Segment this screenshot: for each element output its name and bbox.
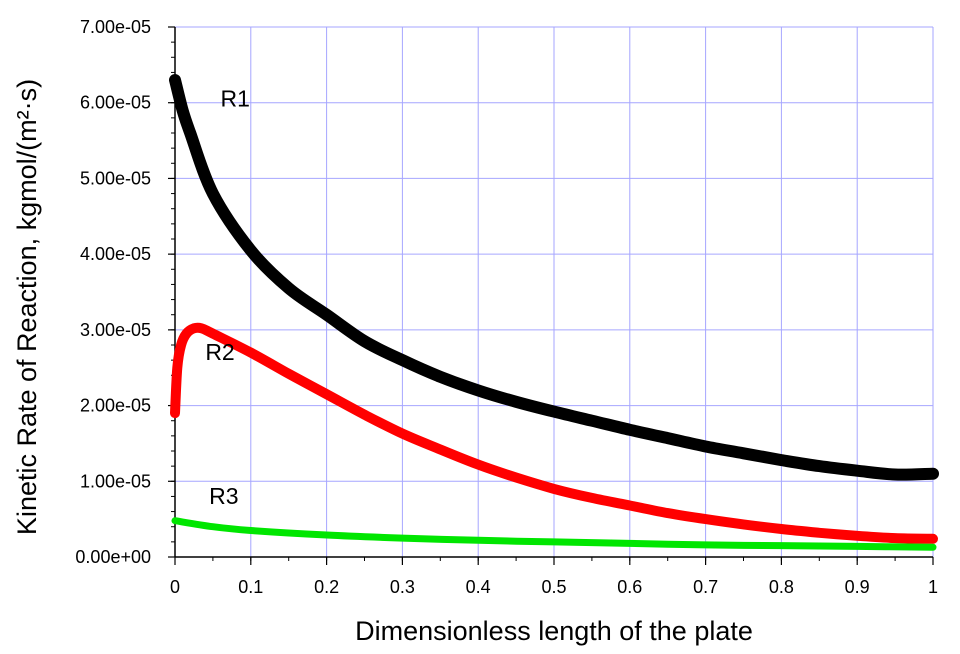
x-tick-label: 0.9	[845, 577, 870, 597]
series-line-r3	[171, 517, 937, 551]
series-label-r2: R2	[205, 339, 234, 365]
x-tick-label: 0.7	[693, 577, 718, 597]
x-tick-label: 0.1	[238, 577, 263, 597]
y-tick-label: 3.00e-05	[80, 320, 151, 340]
series-label-r3: R3	[209, 483, 238, 509]
y-tick-label: 6.00e-05	[80, 93, 151, 113]
series-label-r1: R1	[220, 86, 249, 112]
x-tick-label: 0.6	[617, 577, 642, 597]
grid	[175, 26, 934, 557]
series-line-r2	[170, 322, 938, 544]
series-annotations: R1 R2 R3	[205, 86, 250, 510]
y-tick-label: 7.00e-05	[80, 17, 151, 37]
x-tick-label: 0.2	[314, 577, 339, 597]
y-axis-title: Kinetic Rate of Reaction, kgmol/(m²·s)	[12, 79, 42, 535]
x-tick-label: 0.3	[390, 577, 415, 597]
y-tick-label: 5.00e-05	[80, 168, 151, 188]
y-tick-label: 0.00e+00	[75, 547, 151, 567]
axes	[168, 26, 934, 565]
x-tick-label: 0.8	[769, 577, 794, 597]
x-axis-title: Dimensionless length of the plate	[355, 616, 753, 646]
series-lines	[169, 74, 939, 551]
x-tick-label: 0	[170, 577, 180, 597]
y-tick-labels: 0.00e+00 1.00e-05 2.00e-05 3.00e-05 4.00e-05…	[75, 17, 151, 567]
x-tick-label: 0.5	[541, 577, 566, 597]
x-tick-label: 0.4	[466, 577, 491, 597]
y-tick-label: 2.00e-05	[80, 396, 151, 416]
x-tick-label: 1	[928, 577, 938, 597]
y-tick-label: 4.00e-05	[80, 244, 151, 264]
x-tick-labels: 0 0.1 0.2 0.3 0.4 0.5 0.6 0.7 0.8 0.9 1	[170, 577, 938, 597]
y-tick-label: 1.00e-05	[80, 471, 151, 491]
series-line-r1	[169, 74, 939, 481]
